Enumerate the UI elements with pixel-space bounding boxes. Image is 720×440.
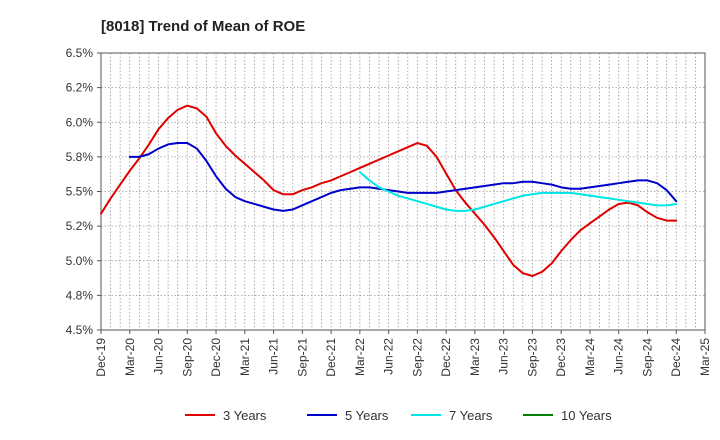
y-tick-label: 6.2% bbox=[66, 81, 94, 95]
y-tick-label: 5.8% bbox=[66, 150, 94, 164]
x-tick-label: Jun-23 bbox=[497, 338, 511, 375]
x-tick-label: Sep-22 bbox=[410, 338, 424, 377]
x-tick-label: Mar-22 bbox=[353, 338, 367, 376]
y-tick-label: 5.0% bbox=[66, 254, 94, 268]
x-tick-label: Sep-21 bbox=[295, 338, 309, 377]
legend: 3 Years 5 Years 7 Years 10 Years bbox=[185, 408, 612, 423]
x-tick-label: Jun-20 bbox=[152, 338, 166, 375]
series-line-3-years bbox=[100, 104, 678, 277]
x-tick-label: Dec-22 bbox=[439, 338, 453, 377]
series-line-7-years bbox=[358, 171, 678, 212]
legend-label-5-years: 5 Years bbox=[345, 408, 389, 423]
y-tick-label: 5.5% bbox=[66, 185, 94, 199]
x-tick-label: Dec-20 bbox=[209, 338, 223, 377]
y-tick-label: 4.5% bbox=[66, 323, 94, 337]
x-tick-label: Jun-22 bbox=[382, 338, 396, 375]
x-tick-label: Mar-21 bbox=[238, 338, 252, 376]
series-layer bbox=[100, 104, 678, 277]
x-tick-label: Dec-21 bbox=[324, 338, 338, 377]
x-tick-label: Dec-19 bbox=[94, 338, 108, 377]
x-tick-label: Mar-24 bbox=[583, 338, 597, 376]
x-tick-label: Dec-24 bbox=[669, 338, 683, 377]
x-tick-label: Dec-23 bbox=[554, 338, 568, 377]
x-tick-label: Mar-25 bbox=[698, 338, 712, 376]
y-tick-label: 5.2% bbox=[66, 219, 94, 233]
series-line-5-years bbox=[128, 142, 678, 212]
x-tick-label: Sep-24 bbox=[640, 338, 654, 377]
x-tick-label: Mar-23 bbox=[468, 338, 482, 376]
y-tick-label: 6.5% bbox=[66, 46, 94, 60]
y-tick-label: 4.8% bbox=[66, 288, 94, 302]
legend-label-7-years: 7 Years bbox=[449, 408, 493, 423]
legend-label-10-years: 10 Years bbox=[561, 408, 612, 423]
x-tick-label: Mar-20 bbox=[123, 338, 137, 376]
x-tick-label: Jun-24 bbox=[612, 338, 626, 375]
x-tick-label: Sep-23 bbox=[525, 338, 539, 377]
x-tick-label: Jun-21 bbox=[267, 338, 281, 375]
x-axis: Dec-19 Mar-20 Jun-20 Sep-20 Dec-20 Mar-21 Jun-… bbox=[94, 330, 712, 377]
chart-title: [8018] Trend of Mean of ROE bbox=[101, 18, 305, 35]
x-tick-label: Sep-20 bbox=[180, 338, 194, 377]
y-tick-label: 6.0% bbox=[66, 115, 94, 129]
y-axis: 4.5% 4.8% 5.0% 5.2% 5.5% 5.8% 6.0% 6.2% 6.5% bbox=[66, 46, 101, 337]
legend-label-3-years: 3 Years bbox=[223, 408, 267, 423]
